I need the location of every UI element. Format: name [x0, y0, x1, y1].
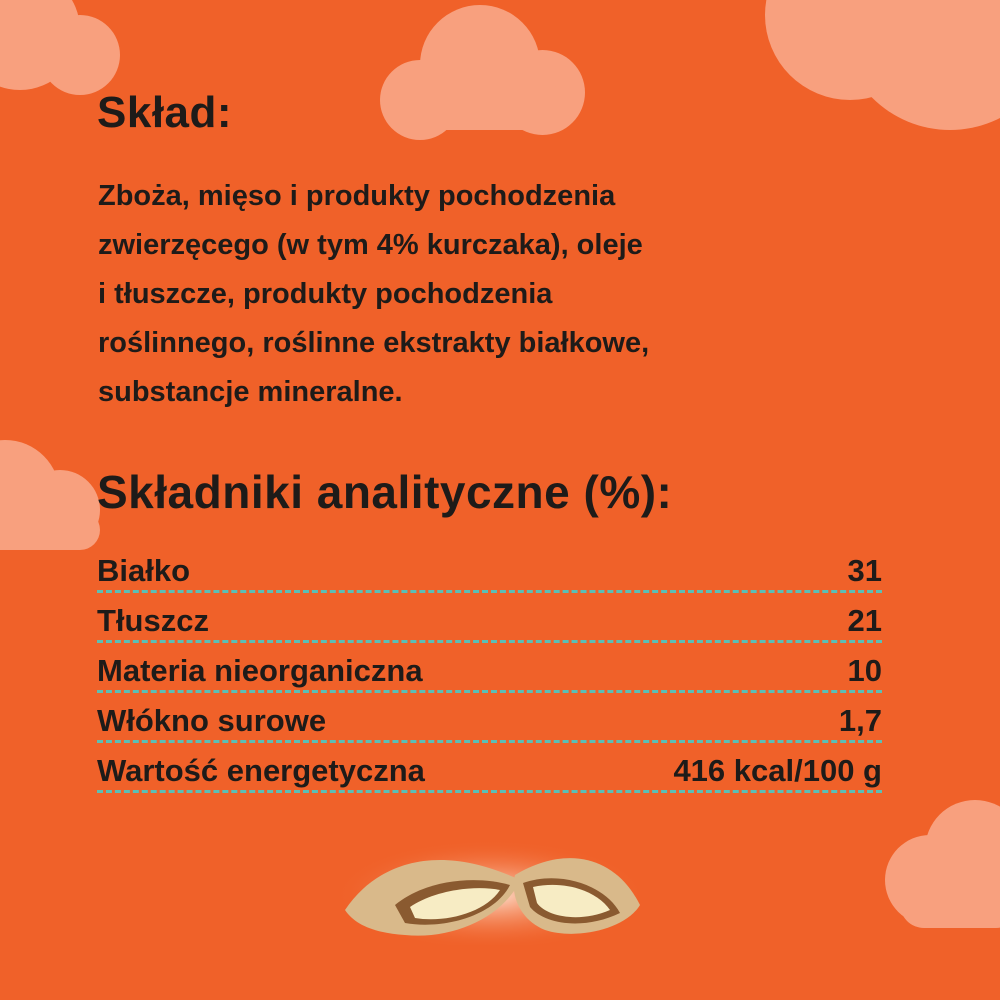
composition-line: roślinnego, roślinne ekstrakty białkowe, — [98, 327, 650, 359]
row-value: 416 kcal/100 g — [673, 753, 882, 788]
row-value: 10 — [847, 653, 882, 688]
table-row: Materia nieorganiczna 10 — [97, 645, 882, 693]
composition-line: substancje mineralne. — [98, 376, 403, 408]
composition-text: Zboża, mięso i produkty pochodzenia zwie… — [98, 172, 878, 417]
row-label: Wartość energetyczna — [97, 753, 425, 788]
row-label: Materia nieorganiczna — [97, 653, 423, 688]
analysis-title: Składniki analityczne (%): — [97, 466, 673, 518]
table-row: Tłuszcz 21 — [97, 595, 882, 643]
row-value: 31 — [847, 553, 882, 588]
snack-image — [335, 840, 645, 945]
row-label: Tłuszcz — [97, 603, 209, 638]
table-row: Włókno surowe 1,7 — [97, 695, 882, 743]
table-row: Wartość energetyczna 416 kcal/100 g — [97, 745, 882, 793]
row-value: 21 — [847, 603, 882, 638]
composition-line: Zboża, mięso i produkty pochodzenia — [98, 180, 616, 212]
composition-title: Skład: — [97, 88, 233, 137]
analysis-table: Białko 31 Tłuszcz 21 Materia nieorganiczna… — [97, 545, 882, 795]
row-label: Włókno surowe — [97, 703, 327, 738]
row-label: Białko — [97, 553, 191, 588]
table-row: Białko 31 — [97, 545, 882, 593]
row-value: 1,7 — [838, 703, 882, 738]
composition-line: zwierzęcego (w tym 4% kurczaka), oleje — [98, 229, 643, 261]
composition-line: i tłuszcze, produkty pochodzenia — [98, 278, 553, 310]
